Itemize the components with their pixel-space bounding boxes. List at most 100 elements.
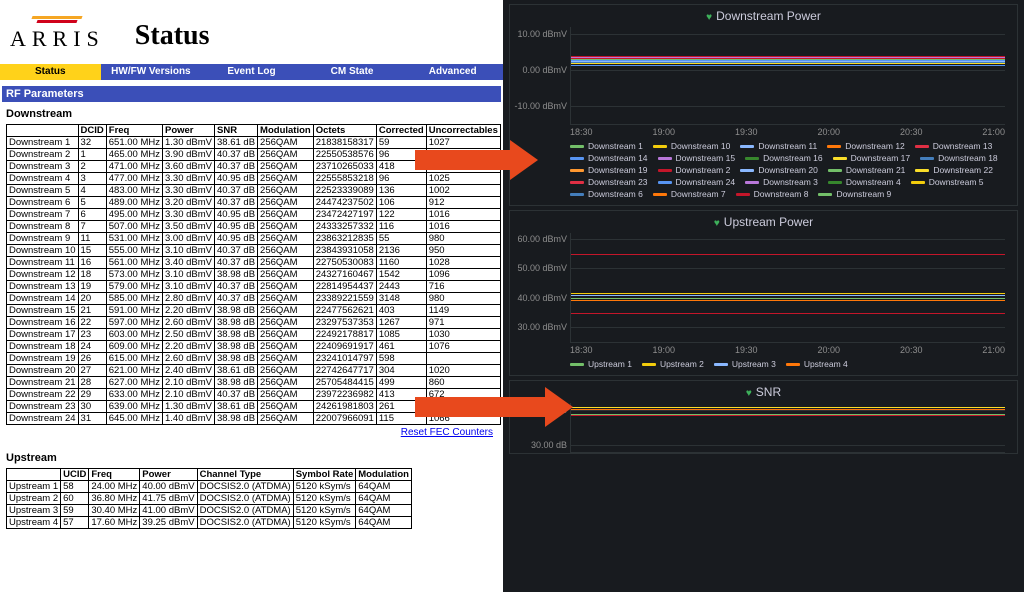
legend-swatch-icon <box>745 157 759 160</box>
table-row: Downstream 1926615.00 MHz2.60 dBmV38.98 … <box>7 353 501 365</box>
nav-bar: StatusHW/FW VersionsEvent LogCM StateAdv… <box>0 64 503 80</box>
panel-title: ♥SNR <box>510 381 1017 401</box>
ds-header: Corrected <box>376 125 426 137</box>
series-line <box>571 298 1005 299</box>
legend-item[interactable]: Downstream 10 <box>653 141 731 151</box>
legend-swatch-icon <box>828 181 842 184</box>
y-tick: 40.00 dBmV <box>513 293 567 303</box>
ds-header: SNR <box>215 125 258 137</box>
x-axis: 18:3019:0019:3020:0020:3021:00 <box>570 345 1005 355</box>
legend-swatch-icon <box>828 169 842 172</box>
header: ARRIS Status <box>0 0 503 64</box>
y-tick: 30.00 dB <box>513 440 567 450</box>
table-row: Upstream 26036.80 MHz41.75 dBmVDOCSIS2.0… <box>7 493 412 505</box>
us-header: Power <box>140 469 197 481</box>
legend-item[interactable]: Downstream 11 <box>740 141 817 151</box>
ds-header: Uncorrectables <box>426 125 500 137</box>
legend-item[interactable]: Downstream 15 <box>658 153 736 163</box>
legend-item[interactable]: Downstream 21 <box>828 165 906 175</box>
page-title: Status <box>135 20 210 52</box>
nav-event-log[interactable]: Event Log <box>201 64 302 80</box>
chart-area[interactable]: 10.00 dBmV0.00 dBmV-10.00 dBmV <box>570 27 1005 125</box>
y-tick: 0.00 dBmV <box>513 65 567 75</box>
upstream-heading: Upstream <box>6 452 497 464</box>
us-header: UCID <box>61 469 89 481</box>
heart-icon: ♥ <box>714 218 720 229</box>
legend-item[interactable]: Downstream 22 <box>915 165 993 175</box>
nav-cm-state[interactable]: CM State <box>302 64 403 80</box>
logo-text: ARRIS <box>10 26 105 52</box>
legend-item[interactable]: Downstream 4 <box>828 177 901 187</box>
us-header: Symbol Rate <box>293 469 356 481</box>
nav-hw-fw-versions[interactable]: HW/FW Versions <box>101 64 202 80</box>
table-row: Downstream 1015555.00 MHz3.10 dBmV40.37 … <box>7 245 501 257</box>
legend-swatch-icon <box>653 193 667 196</box>
ds-header: Freq <box>106 125 162 137</box>
y-tick: 10.00 dBmV <box>513 29 567 39</box>
legend-item[interactable]: Upstream 2 <box>642 359 704 369</box>
table-row: Downstream 132651.00 MHz1.30 dBmV38.61 d… <box>7 137 501 149</box>
legend-swatch-icon <box>570 145 584 148</box>
legend-item[interactable]: Downstream 8 <box>736 189 809 199</box>
ds-header: DCID <box>78 125 106 137</box>
legend-swatch-icon <box>570 157 584 160</box>
legend: Downstream 1 Downstream 10 Downstream 11 Do… <box>570 141 1005 199</box>
table-row: Downstream 1521591.00 MHz2.20 dBmV38.98 … <box>7 305 501 317</box>
legend-item[interactable]: Downstream 12 <box>827 141 905 151</box>
downstream-power-panel: ♥Downstream Power10.00 dBmV0.00 dBmV-10.… <box>509 4 1018 206</box>
legend-item[interactable]: Downstream 14 <box>570 153 648 163</box>
ds-header <box>7 125 79 137</box>
legend-item[interactable]: Downstream 1 <box>570 141 643 151</box>
legend-swatch-icon <box>915 145 929 148</box>
legend-swatch-icon <box>915 169 929 172</box>
series-line <box>571 409 1005 410</box>
series-line <box>571 63 1005 64</box>
x-axis: 18:3019:0019:3020:0020:3021:00 <box>570 127 1005 137</box>
legend-item[interactable]: Downstream 24 <box>658 177 736 187</box>
legend-item[interactable]: Downstream 19 <box>570 165 648 175</box>
legend-item[interactable]: Downstream 7 <box>653 189 726 199</box>
legend-swatch-icon <box>786 363 800 366</box>
legend-item[interactable]: Downstream 23 <box>570 177 648 187</box>
series-line <box>571 300 1005 301</box>
legend-item[interactable]: Downstream 5 <box>911 177 984 187</box>
series-line <box>571 414 1005 415</box>
legend-item[interactable]: Upstream 4 <box>786 359 848 369</box>
ds-header: Octets <box>313 125 376 137</box>
table-row: Downstream 911531.00 MHz3.00 dBmV40.95 d… <box>7 233 501 245</box>
legend-swatch-icon <box>714 363 728 366</box>
table-row: Upstream 35930.40 MHz41.00 dBmVDOCSIS2.0… <box>7 505 412 517</box>
panel-title: ♥Upstream Power <box>510 211 1017 231</box>
legend-swatch-icon <box>570 363 584 366</box>
legend-item[interactable]: Downstream 9 <box>818 189 891 199</box>
legend-item[interactable]: Downstream 18 <box>920 153 998 163</box>
table-row: Downstream 2027621.00 MHz2.40 dBmV38.61 … <box>7 365 501 377</box>
legend-item[interactable]: Upstream 3 <box>714 359 776 369</box>
reset-fec-link[interactable]: Reset FEC Counters <box>401 427 493 438</box>
section-rf-parameters: RF Parameters <box>2 86 501 102</box>
legend-item[interactable]: Upstream 1 <box>570 359 632 369</box>
y-tick: 30.00 dBmV <box>513 322 567 332</box>
table-row: Upstream 45717.60 MHz39.25 dBmVDOCSIS2.0… <box>7 517 412 529</box>
legend-swatch-icon <box>827 145 841 148</box>
legend-item[interactable]: Downstream 16 <box>745 153 823 163</box>
table-row: Downstream 1116561.00 MHz3.40 dBmV40.37 … <box>7 257 501 269</box>
arrow-icon <box>415 148 538 172</box>
us-header: Modulation <box>356 469 412 481</box>
legend-item[interactable]: Downstream 20 <box>740 165 818 175</box>
chart-area[interactable]: 40.00 dB30.00 dB <box>570 403 1005 453</box>
table-row: Downstream 87507.00 MHz3.50 dBmV40.95 dB… <box>7 221 501 233</box>
chart-area[interactable]: 60.00 dBmV50.00 dBmV40.00 dBmV30.00 dBmV <box>570 233 1005 343</box>
legend-item[interactable]: Downstream 13 <box>915 141 993 151</box>
nav-advanced[interactable]: Advanced <box>402 64 503 80</box>
snr-panel: ♥SNR40.00 dB30.00 dB <box>509 380 1018 454</box>
legend-item[interactable]: Downstream 2 <box>658 165 731 175</box>
legend-item[interactable]: Downstream 3 <box>745 177 818 187</box>
legend-swatch-icon <box>818 193 832 196</box>
nav-status[interactable]: Status <box>0 64 101 80</box>
legend-swatch-icon <box>833 157 847 160</box>
us-header <box>7 469 61 481</box>
legend-item[interactable]: Downstream 6 <box>570 189 643 199</box>
legend-item[interactable]: Downstream 17 <box>833 153 911 163</box>
legend-swatch-icon <box>658 157 672 160</box>
